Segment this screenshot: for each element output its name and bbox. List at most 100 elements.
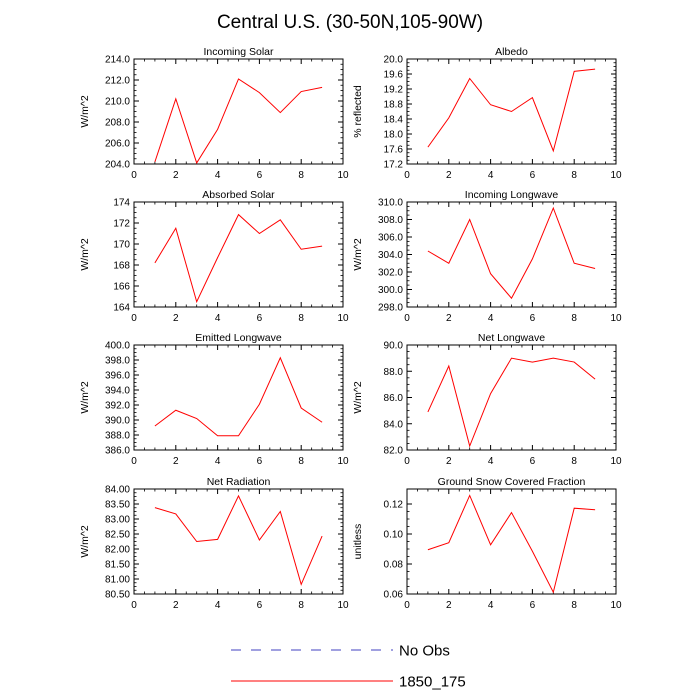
y-tick-label: 400.0 — [105, 341, 130, 352]
x-tick-label: 10 — [610, 170, 622, 181]
y-tick-label: 81.50 — [105, 560, 130, 571]
y-tick-label: 19.6 — [384, 70, 404, 81]
y-tick-label: 174 — [113, 198, 130, 209]
y-tick-label: 88.0 — [384, 367, 404, 378]
x-tick-label: 6 — [257, 313, 263, 324]
y-tick-label: 208.0 — [105, 118, 130, 129]
x-tick-label: 10 — [337, 313, 349, 324]
y-tick-label: 392.0 — [105, 401, 130, 412]
x-tick-label: 4 — [488, 456, 494, 467]
y-axis-label: unitless — [352, 524, 364, 560]
x-tick-label: 4 — [215, 170, 221, 181]
plot-frame — [133, 58, 344, 165]
x-tick-label: 10 — [337, 456, 349, 467]
x-tick-label: 6 — [530, 600, 536, 611]
x-tick-label: 2 — [446, 456, 452, 467]
chart-panel: Incoming Longwave W/m^2 0 2 4 6 8 10 298.0 300.0 3… — [352, 189, 622, 324]
series-line — [154, 356, 323, 437]
y-tick-label: 86.0 — [384, 393, 404, 404]
legend: No Obs 1850_175 — [231, 643, 466, 691]
chart-panel: Net Radiation W/m^2 0 2 4 6 8 10 80.50 81.00 81.50… — [79, 476, 349, 611]
y-tick-label: 310.0 — [378, 198, 403, 209]
series-line — [154, 213, 323, 304]
panel-title: Incoming Longwave — [465, 189, 559, 201]
x-tick-label: 4 — [215, 313, 221, 324]
series-line — [427, 494, 596, 594]
y-tick-label: 212.0 — [105, 76, 130, 87]
x-tick-label: 8 — [298, 600, 304, 611]
chart-panel: Incoming Solar W/m^2 0 2 4 6 8 10 204.0 206.0 208.… — [79, 46, 349, 181]
y-axis-label: W/m^2 — [79, 381, 91, 414]
panel-title: Albedo — [495, 46, 528, 58]
panel-title: Absorbed Solar — [202, 189, 275, 201]
y-tick-label: 300.0 — [378, 285, 403, 296]
y-tick-label: 80.50 — [105, 590, 130, 601]
series-line — [427, 206, 596, 300]
x-tick-label: 0 — [404, 313, 410, 324]
chart-panels: Incoming Solar W/m^2 0 2 4 6 8 10 204.0 206.0 208.… — [79, 46, 622, 611]
y-tick-label: 164 — [113, 303, 130, 314]
x-tick-label: 2 — [446, 600, 452, 611]
plot-frame — [133, 201, 344, 308]
x-tick-label: 4 — [488, 313, 494, 324]
y-tick-label: 83.50 — [105, 500, 130, 511]
x-tick-label: 0 — [404, 600, 410, 611]
x-tick-label: 8 — [571, 600, 577, 611]
x-tick-label: 10 — [610, 456, 622, 467]
chart-panel: Albedo % reflected 0 2 4 6 8 10 17.2 17.6 18.0 18.4… — [352, 46, 622, 181]
y-tick-label: 386.0 — [105, 446, 130, 457]
y-tick-label: 90.0 — [384, 341, 404, 352]
y-tick-label: 306.0 — [378, 233, 403, 244]
x-tick-label: 8 — [298, 170, 304, 181]
y-tick-label: 394.0 — [105, 386, 130, 397]
x-tick-label: 10 — [610, 313, 622, 324]
y-tick-label: 0.06 — [384, 590, 404, 601]
panel-title: Net Radiation — [207, 476, 271, 488]
x-tick-label: 8 — [571, 456, 577, 467]
y-tick-label: 396.0 — [105, 371, 130, 382]
x-tick-label: 0 — [131, 313, 137, 324]
x-tick-label: 2 — [173, 313, 179, 324]
x-tick-label: 4 — [488, 170, 494, 181]
y-tick-label: 83.00 — [105, 515, 130, 526]
x-tick-label: 6 — [530, 170, 536, 181]
y-tick-label: 398.0 — [105, 356, 130, 367]
x-tick-label: 0 — [131, 456, 137, 467]
chart-panel: Ground Snow Covered Fraction unitless 0 2 4 6… — [352, 476, 622, 611]
x-tick-label: 0 — [131, 170, 137, 181]
y-tick-label: 82.0 — [384, 446, 404, 457]
x-tick-label: 10 — [610, 600, 622, 611]
y-tick-label: 17.2 — [384, 160, 404, 171]
x-tick-label: 2 — [173, 600, 179, 611]
y-tick-label: 304.0 — [378, 250, 403, 261]
x-tick-label: 8 — [571, 170, 577, 181]
y-tick-label: 168 — [113, 261, 130, 272]
y-tick-label: 0.08 — [384, 560, 404, 571]
y-tick-label: 302.0 — [378, 268, 403, 279]
y-tick-label: 81.00 — [105, 575, 130, 586]
x-tick-label: 6 — [257, 600, 263, 611]
x-tick-label: 6 — [257, 170, 263, 181]
y-axis-label: W/m^2 — [352, 238, 364, 271]
y-tick-label: 18.0 — [384, 130, 404, 141]
y-tick-label: 82.00 — [105, 545, 130, 556]
plot-frame — [133, 488, 344, 595]
chart-panel: Absorbed Solar W/m^2 0 2 4 6 8 10 164 166 168 170 17… — [79, 189, 349, 324]
y-tick-label: 204.0 — [105, 160, 130, 171]
x-tick-label: 0 — [404, 170, 410, 181]
y-tick-label: 84.0 — [384, 419, 404, 430]
x-tick-label: 2 — [173, 456, 179, 467]
x-tick-label: 2 — [446, 313, 452, 324]
x-tick-label: 4 — [488, 600, 494, 611]
y-axis-label: % reflected — [352, 85, 364, 138]
y-tick-label: 18.4 — [384, 115, 404, 126]
y-tick-label: 390.0 — [105, 416, 130, 427]
x-tick-label: 4 — [215, 600, 221, 611]
y-tick-label: 0.10 — [384, 530, 404, 541]
y-axis-label: W/m^2 — [79, 238, 91, 271]
legend-label: 1850_175 — [399, 674, 466, 691]
x-tick-label: 10 — [337, 170, 349, 181]
figure-title: Central U.S. (30-50N,105-90W) — [217, 12, 483, 33]
x-tick-label: 10 — [337, 600, 349, 611]
